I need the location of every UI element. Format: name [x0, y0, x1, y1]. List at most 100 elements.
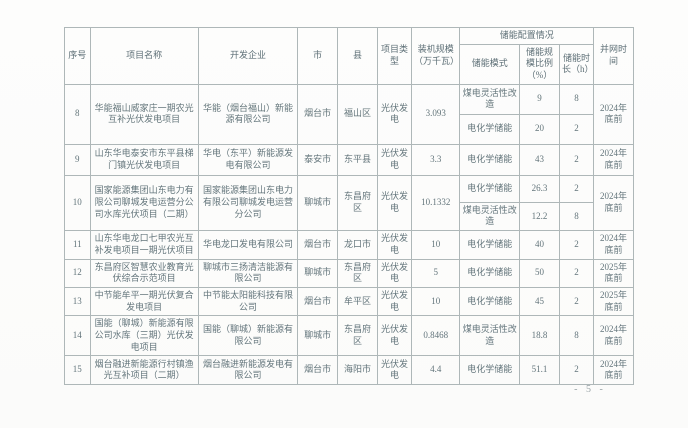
- cell-project-name: 东昌府区智慧农业教育光伏综合示范项目: [89, 258, 199, 288]
- cell-developer: 聊城市三扬清洁能源有限公司: [197, 258, 299, 288]
- table-subrow: 电化学储能 20 2: [65, 113, 634, 145]
- cell-storage-mode: 电化学储能: [459, 113, 521, 145]
- cell-storage-ratio: 50: [519, 258, 560, 288]
- cell-storage-ratio: 12.2: [519, 201, 560, 232]
- cell-storage-ratio: 51.1: [519, 355, 560, 386]
- cell-storage-ratio: 40: [519, 230, 560, 260]
- cell-developer: 国能（聊城）新能源有限公司: [197, 315, 299, 357]
- col-header-storage-ratio: 储能规模比例（%）: [519, 43, 560, 85]
- col-header-storage-mode: 储能模式: [459, 43, 521, 85]
- table-row: 8 华能福山威家庄一期农光互补光伏发电项目 华能（烟台福山）新能源有限公司 烟台市 福山…: [64, 83, 634, 145]
- cell-storage-ratio: 9: [519, 83, 560, 115]
- cell-storage-duration: 8: [558, 83, 595, 115]
- cell-storage-duration: 2: [558, 355, 595, 386]
- cell-city: 烟台市: [297, 286, 339, 317]
- cell-index: 15: [64, 355, 91, 386]
- cell-grid-time: 2025年底前: [593, 258, 634, 288]
- cell-grid-time: 2024年底前: [593, 143, 634, 176]
- cell-storage-mode: 电化学储能: [459, 258, 521, 288]
- cell-storage-ratio: 45: [519, 286, 560, 317]
- col-header-developer: 开发企业: [197, 27, 299, 85]
- cell-index: 9: [64, 143, 91, 176]
- cell-capacity: 10: [411, 230, 461, 260]
- cell-capacity: 4.4: [411, 355, 461, 386]
- cell-index: 8: [64, 83, 91, 145]
- cell-developer: 华能（烟台福山）新能源有限公司: [197, 83, 299, 145]
- cell-storage-mode: 电化学储能: [459, 355, 521, 386]
- cell-storage-mode: 电化学储能: [459, 143, 521, 176]
- cell-project-type: 光伏发电: [376, 83, 413, 145]
- table-header: 序号 项目名称 开发企业 市 县 项目类型 装机规模（万千瓦） 储能配置情况 并…: [64, 27, 634, 85]
- cell-storage-duration: 8: [558, 315, 595, 357]
- cell-capacity: 10.1332: [411, 174, 461, 232]
- cell-storage-mode: 煤电灵活性改造: [459, 315, 521, 357]
- cell-project-name: 烟台融进新能源行村镇渔光互补项目（二期）: [89, 355, 199, 386]
- cell-storage-ratio: 43: [519, 143, 560, 176]
- table-subrow: 煤电灵活性改造 12.2 8: [65, 201, 634, 232]
- table-row: 9 山东华电泰安市东平县梯门镇光伏发电项目 华电（东平）新能源发电有限公司 泰安市 东平…: [64, 143, 634, 176]
- cell-county: 龙口市: [337, 230, 378, 260]
- cell-county: 牟平区: [337, 286, 378, 317]
- cell-project-name: 山东华电龙口七甲农光互补发电项目一期光伏项目: [89, 230, 199, 260]
- cell-storage-mode: 煤电灵活性改造: [459, 201, 521, 232]
- cell-index: 11: [64, 230, 91, 260]
- cell-capacity: 3.093: [411, 83, 461, 145]
- col-header-city: 市: [297, 27, 339, 85]
- cell-storage-ratio: 26.3: [519, 174, 560, 203]
- cell-developer: 烟台融进新能源发电有限公司: [197, 355, 299, 386]
- projects-table-body: 8 华能福山威家庄一期农光互补光伏发电项目 华能（烟台福山）新能源有限公司 烟台市 福山…: [64, 83, 634, 386]
- col-header-project-type: 项目类型: [376, 27, 413, 85]
- table-row: 15 烟台融进新能源行村镇渔光互补项目（二期） 烟台融进新能源发电有限公司 烟台市 海阳…: [64, 355, 634, 386]
- cell-storage-ratio: 20: [519, 113, 560, 145]
- cell-developer: 华电（东平）新能源发电有限公司: [197, 143, 299, 176]
- col-header-project-name: 项目名称: [89, 27, 199, 85]
- cell-grid-time: 2024年底前: [593, 230, 634, 260]
- cell-storage-mode: 电化学储能: [459, 230, 521, 260]
- cell-project-type: 光伏发电: [376, 230, 413, 260]
- cell-storage-duration: 2: [558, 174, 595, 203]
- cell-city: 烟台市: [297, 230, 339, 260]
- cell-storage-mode: 煤电灵活性改造: [459, 83, 521, 115]
- cell-project-type: 光伏发电: [376, 174, 413, 232]
- table-row: 14 国能（聊城）新能源有限公司水库（三期）光伏发电项目 国能（聊城）新能源有限公司…: [64, 315, 634, 357]
- col-header-grid-time: 并网时间: [593, 27, 634, 85]
- cell-city: 聊城市: [297, 174, 339, 232]
- table-row: 10 国家能源集团山东电力有限公司聊城发电运营分公司水库光伏项目（二期） 国家能源集…: [64, 174, 634, 232]
- cell-storage-duration: 2: [558, 143, 595, 176]
- cell-index: 13: [64, 286, 91, 317]
- cell-county: 东昌府区: [337, 315, 378, 357]
- table-row: 11 山东华电龙口七甲农光互补发电项目一期光伏项目 华电龙口发电有限公司 烟台市 龙口市…: [64, 230, 634, 260]
- cell-county: 福山区: [337, 83, 378, 145]
- cell-county: 东昌府区: [337, 174, 378, 232]
- cell-city: 泰安市: [297, 143, 339, 176]
- cell-city: 聊城市: [297, 258, 339, 288]
- cell-grid-time: 2024年底前: [593, 174, 634, 232]
- col-header-county: 县: [337, 27, 378, 85]
- cell-county: 东平县: [337, 143, 378, 176]
- cell-county: 海阳市: [337, 355, 378, 386]
- cell-storage-mode: 电化学储能: [459, 286, 521, 317]
- cell-index: 14: [64, 315, 91, 357]
- cell-city: 烟台市: [297, 355, 339, 386]
- cell-project-type: 光伏发电: [376, 258, 413, 288]
- cell-county: 东昌府区: [337, 258, 378, 288]
- col-header-storage-duration: 储能时长（h）: [558, 43, 595, 85]
- cell-project-name: 山东华电泰安市东平县梯门镇光伏发电项目: [89, 143, 199, 176]
- cell-project-type: 光伏发电: [376, 355, 413, 386]
- cell-storage-duration: 2: [558, 286, 595, 317]
- col-header-index: 序号: [64, 27, 91, 85]
- cell-developer: 中节能太阳能科技有限公司: [197, 286, 299, 317]
- cell-grid-time: 2024年底前: [593, 315, 634, 357]
- cell-developer: 国家能源集团山东电力有限公司聊城发电运营分公司: [197, 174, 299, 232]
- cell-index: 12: [64, 258, 91, 288]
- cell-storage-ratio: 18.8: [519, 315, 560, 357]
- cell-project-name: 国家能源集团山东电力有限公司聊城发电运营分公司水库光伏项目（二期）: [89, 174, 199, 232]
- col-header-capacity: 装机规模（万千瓦）: [411, 27, 461, 85]
- cell-project-name: 中节能牟平一期光伏复合发电项目: [89, 286, 199, 317]
- projects-table: 序号 项目名称 开发企业 市 县 项目类型 装机规模（万千瓦） 储能配置情况 并…: [64, 27, 634, 386]
- cell-grid-time: 2024年底前: [593, 83, 634, 145]
- cell-project-type: 光伏发电: [376, 286, 413, 317]
- cell-capacity: 0.8468: [411, 315, 461, 357]
- page-number: - 5 -: [574, 384, 606, 395]
- table-row: 13 中节能牟平一期光伏复合发电项目 中节能太阳能科技有限公司 烟台市 牟平区 光伏发电 1…: [64, 286, 634, 317]
